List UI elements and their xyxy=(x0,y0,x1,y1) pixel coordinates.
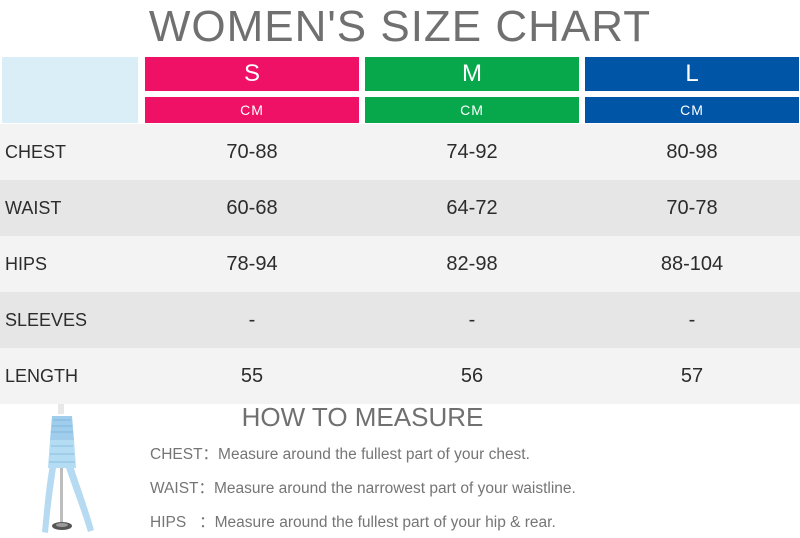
table-cell: 78-94 xyxy=(226,252,278,275)
table-cell: 88-104 xyxy=(660,252,724,275)
row-label: LENGTH xyxy=(5,365,79,386)
measure-instruction-hips: HIPS ：Measure around the fullest part of… xyxy=(150,514,556,531)
table-cell: 80-98 xyxy=(666,140,718,163)
table-cell: 56 xyxy=(460,364,484,387)
table-cell: - xyxy=(468,308,476,331)
size-header-l: L xyxy=(585,57,799,91)
table-row-waist: WAIST 60-68 64-72 70-78 xyxy=(0,180,800,236)
table-cell: 82-98 xyxy=(446,252,498,275)
table-row-chest: CHEST 70-88 74-92 80-98 xyxy=(0,124,800,180)
table-cell: - xyxy=(688,308,696,331)
unit-header-s: CM xyxy=(145,97,359,123)
table-cell: 57 xyxy=(680,364,704,387)
table-cell: - xyxy=(248,308,256,331)
table-row-sleeves: SLEEVES - - - xyxy=(0,292,800,348)
dress-product-image xyxy=(42,404,94,533)
size-header-s: S xyxy=(145,57,359,91)
table-cell: 60-68 xyxy=(226,196,278,219)
table-cell: 55 xyxy=(240,364,264,387)
measure-instruction-waist: WAIST：Measure around the narrowest part … xyxy=(150,480,576,497)
header-corner-cell xyxy=(2,57,138,123)
row-label: WAIST xyxy=(5,197,62,218)
table-row-length: LENGTH 55 56 57 xyxy=(0,348,800,404)
row-label: HIPS xyxy=(5,253,48,274)
measure-instruction-chest: CHEST：Measure around the fullest part of… xyxy=(150,446,530,463)
table-cell: 70-78 xyxy=(666,196,718,219)
unit-header-l: CM xyxy=(585,97,799,123)
table-row-hips: HIPS 78-94 82-98 88-104 xyxy=(0,236,800,292)
table-cell: 64-72 xyxy=(446,196,498,219)
table-cell: 70-88 xyxy=(226,140,278,163)
table-cell: 74-92 xyxy=(446,140,498,163)
unit-header-m: CM xyxy=(365,97,579,123)
page-title: WOMEN'S SIZE CHART xyxy=(148,2,652,51)
how-to-measure-title: HOW TO MEASURE xyxy=(241,402,484,432)
size-header-m: M xyxy=(365,57,579,91)
row-label: SLEEVES xyxy=(5,309,88,330)
row-label: CHEST xyxy=(5,141,67,162)
